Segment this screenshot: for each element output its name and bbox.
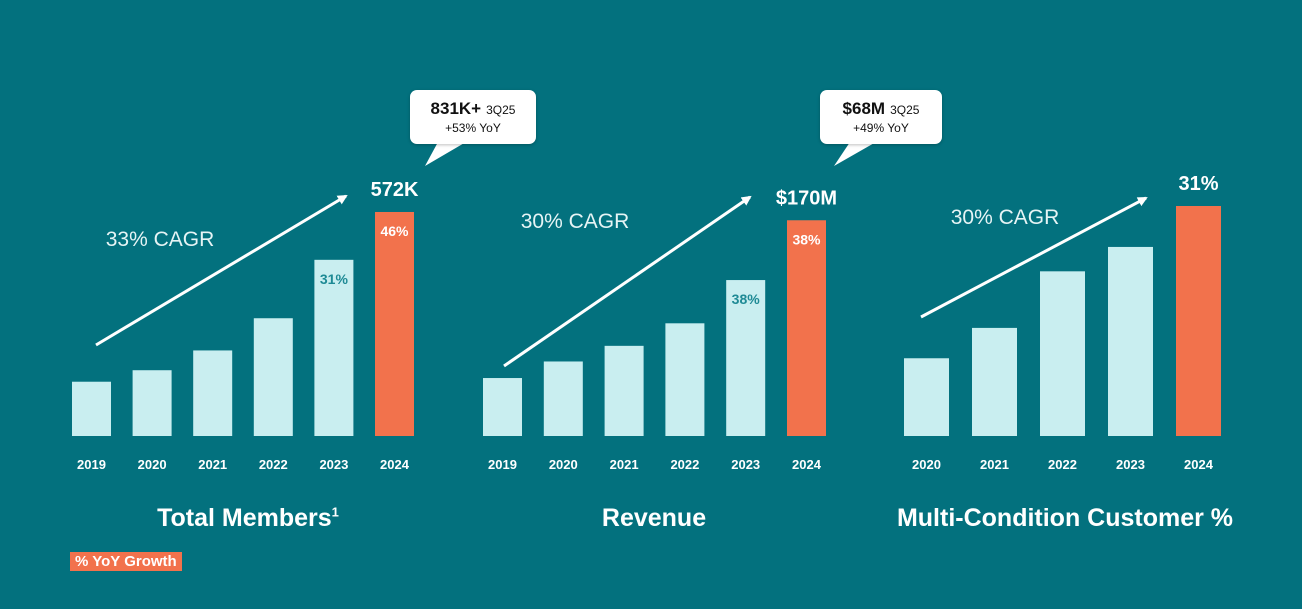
chart-title-revenue: Revenue <box>601 504 707 532</box>
callout-growth: +49% YoY <box>853 121 909 135</box>
callout-period: 3Q25 <box>486 103 516 117</box>
bar <box>665 323 705 436</box>
callout-period: 3Q25 <box>890 103 920 117</box>
x-tick-label: 2022 <box>670 457 699 472</box>
bar <box>375 211 414 436</box>
chart-title-multi-condition: Multi-Condition Customer % <box>896 504 1234 532</box>
trend-arrow <box>503 195 752 368</box>
bar <box>787 220 826 436</box>
bar <box>543 361 583 436</box>
x-tick-label: 2021 <box>610 457 639 472</box>
bar <box>726 280 766 436</box>
x-tick-label: 2024 <box>1184 457 1214 472</box>
cagr-label: 33% CAGR <box>106 228 215 251</box>
bar <box>132 370 172 436</box>
trend-arrow <box>920 196 1148 319</box>
x-tick-label: 2022 <box>1048 457 1077 472</box>
chart-title-total-members: Total Members1 <box>157 504 339 532</box>
x-tick-label: 2021 <box>198 457 227 472</box>
bar <box>193 350 233 436</box>
growth-label: 38% <box>792 231 821 247</box>
legend-yoy-growth: % YoY Growth <box>70 552 182 571</box>
value-label: $170M <box>776 187 837 209</box>
x-tick-label: 2023 <box>731 457 760 472</box>
bar <box>972 327 1017 436</box>
callout-value: 831K+ <box>430 99 482 118</box>
x-tick-label: 2023 <box>319 457 348 472</box>
growth-label: 46% <box>380 223 409 239</box>
bar <box>72 381 111 436</box>
x-tick-label: 2019 <box>488 457 517 472</box>
x-tick-label: 2020 <box>138 457 167 472</box>
x-tick-label: 2022 <box>259 457 288 472</box>
callout-value: $68M <box>842 99 886 118</box>
bar <box>314 259 354 436</box>
x-tick-label: 2020 <box>549 457 578 472</box>
cagr-label: 30% CAGR <box>521 210 630 233</box>
bar <box>1108 246 1153 436</box>
x-tick-label: 2019 <box>77 457 106 472</box>
cagr-label: 30% CAGR <box>951 206 1060 229</box>
bar <box>604 345 644 436</box>
value-label: 572K <box>371 179 419 201</box>
x-tick-label: 2020 <box>912 457 941 472</box>
growth-label: 31% <box>320 271 349 287</box>
x-tick-label: 2023 <box>1116 457 1145 472</box>
trend-arrow <box>95 194 348 347</box>
bar <box>483 378 522 436</box>
callout-pointer <box>425 142 466 166</box>
callout-pointer <box>834 142 876 166</box>
bar <box>253 318 293 436</box>
bar <box>904 358 949 436</box>
callout-revenue: $68M 3Q25 +49% YoY <box>820 90 942 144</box>
footnote-marker: 1 <box>331 504 339 520</box>
x-tick-label: 2024 <box>380 457 410 472</box>
x-tick-label: 2024 <box>792 457 822 472</box>
value-label: 31% <box>1178 173 1218 195</box>
x-tick-label: 2021 <box>980 457 1009 472</box>
bar <box>1176 206 1221 436</box>
growth-label: 38% <box>732 291 761 307</box>
callout-total-members: 831K+ 3Q25 +53% YoY <box>410 90 536 144</box>
bar <box>1040 271 1085 436</box>
callout-growth: +53% YoY <box>445 121 501 135</box>
